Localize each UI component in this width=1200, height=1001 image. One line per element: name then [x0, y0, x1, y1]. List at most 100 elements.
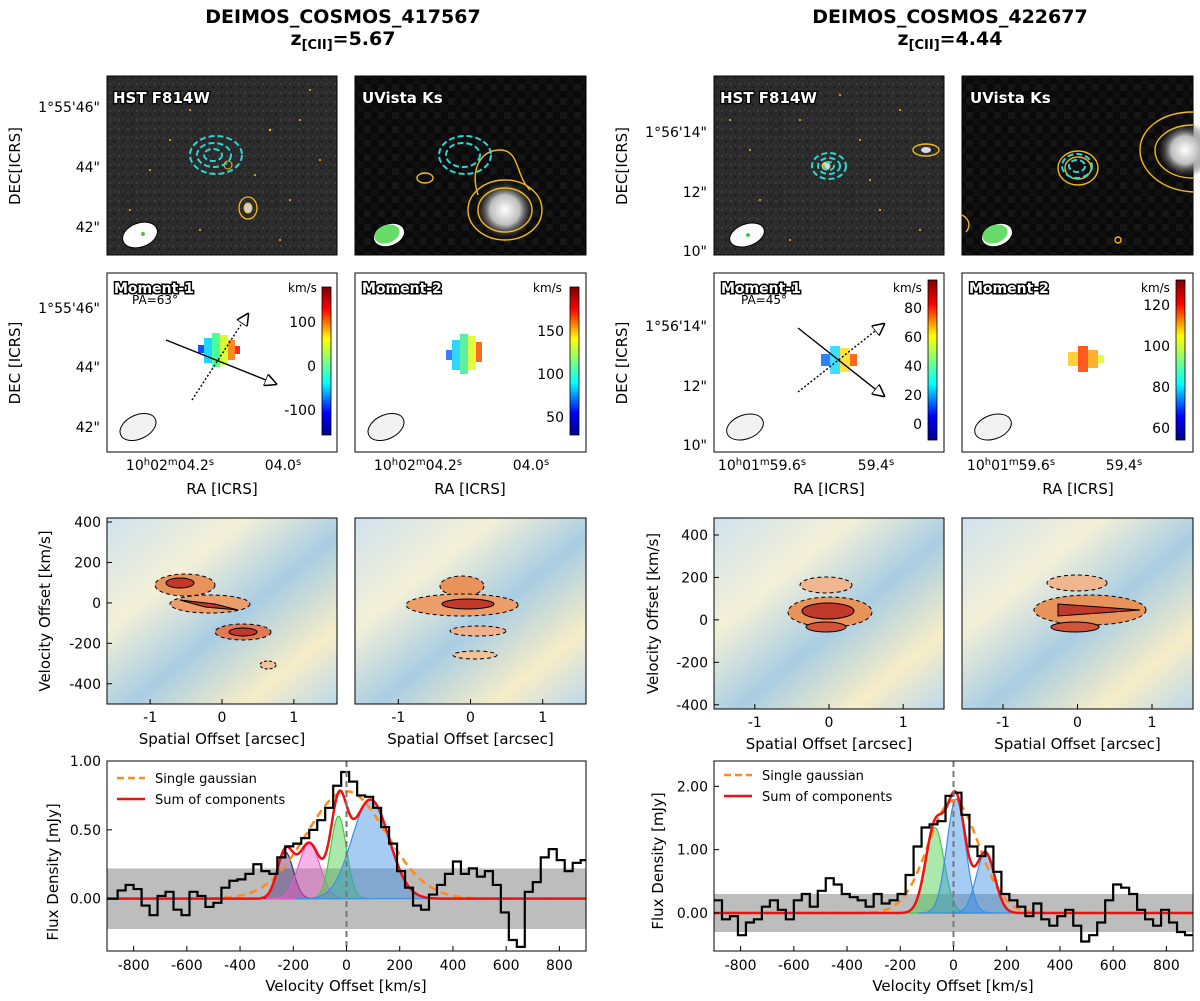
obj2-moment1-label: Moment-1: [721, 281, 801, 297]
obj2-moment2-colorbar: [1175, 279, 1186, 441]
obj1-moment1-unit: km/s: [288, 281, 317, 295]
obj1-spec-xtick-4: 0: [342, 958, 351, 974]
obj1-spec-ytick-1: 0.50: [70, 823, 101, 839]
obj2-mom1-xtick-second: 59.4s: [858, 457, 894, 474]
obj1-moment2-cbar-tick-0: 150: [537, 324, 564, 340]
obj1-moment2-colorbar: [569, 286, 580, 436]
obj2-uvista-panel: UVista Ks: [961, 75, 1200, 256]
obj1-moment1-beam: [119, 412, 157, 442]
obj1-pv-left-xtick-0: -1: [143, 710, 157, 726]
obj1-legend-sum: Sum of components: [155, 793, 285, 808]
obj1-spec-xtick-5: 200: [386, 958, 413, 974]
obj1-pv-right-xlabel: Spatial Offset [arcsec]: [387, 730, 554, 748]
obj2-uvista-label: UVista Ks: [970, 89, 1051, 107]
obj1-moment1-cbar-tick-1: 0: [307, 359, 316, 375]
obj2-moment2-cbar-tick-2: 80: [1152, 380, 1170, 396]
obj2-moment1-cbar-tick-4: 0: [913, 417, 922, 433]
obj1-moment-axes: DEC [ICRS] 1°55'46" 44" 42" 10h02m04.2s …: [6, 301, 549, 498]
obj2-spec-xtick-0: -800: [725, 958, 757, 974]
obj2-mom2-xlabel: RA [ICRS]: [1042, 480, 1113, 498]
obj1-mom1-xtick-second: 04.0s: [265, 457, 301, 474]
obj2-moment-ytick-2: 10": [683, 438, 707, 454]
obj1-mom2-xtick-main: 10h02m04.2s: [374, 457, 462, 474]
obj1-spectrum-line: [107, 770, 586, 948]
obj2-spec-xtick-4: 0: [949, 958, 958, 974]
obj1-image-ytick-0: 1°55'46": [38, 100, 100, 116]
obj1-spectrum-xlabel: Velocity Offset [km/s]: [265, 977, 426, 995]
obj1-moment1-pa: PA=63°: [132, 293, 178, 307]
obj1-pv-left-xtick-2: 1: [289, 710, 298, 726]
obj1-hst-panel: HST F814W: [106, 75, 338, 256]
obj2-hst-sources: [729, 94, 921, 241]
obj2-moment2-map: [1068, 346, 1104, 372]
obj2-pv-left-xtick-2: 1: [899, 715, 908, 731]
obj2-image-ytick-1: 12": [683, 185, 707, 201]
obj1-image-yaxis: DEC[ICRS] 1°55'46" 44" 42": [6, 100, 100, 236]
obj1-pv-right-emission: [405, 575, 519, 660]
obj2-hst-panel: HST F814W: [713, 75, 945, 256]
obj2-spectrum-ylabel: Flux Density [mJy]: [649, 792, 667, 929]
obj1-image-ylabel: DEC[ICRS]: [6, 127, 24, 205]
obj1-moment1-colorbar: [321, 286, 332, 436]
title-obj1-redshift: z[CII]=5.67: [291, 28, 396, 53]
obj2-pv-left-xlabel: Spatial Offset [arcsec]: [746, 735, 913, 753]
obj2-moment-ytick-0: 1°56'14": [645, 319, 707, 335]
obj2-moment2-unit: km/s: [1141, 281, 1170, 295]
obj2-moment1-cbar-tick-3: 20: [904, 388, 922, 404]
obj1-mom1-xlabel: RA [ICRS]: [186, 480, 257, 498]
obj2-spec-ytick-0: 2.00: [677, 779, 708, 795]
obj1-pv-right: [354, 517, 587, 705]
obj1-pv-right-xtick-2: 1: [538, 710, 547, 726]
obj2-moment1-colorbar: [927, 279, 938, 441]
obj2-moment-axes: DEC [ICRS] 1°56'14" 12" 10" 10h01m59.6s …: [613, 319, 1142, 498]
obj2-uvista-contours: [961, 111, 1194, 244]
title-obj2-redshift: z[CII]=4.44: [898, 28, 1003, 53]
obj2-image-yaxis: DEC[ICRS] 1°56'14" 12" 10": [613, 125, 707, 260]
obj2-pv-right-xtick-1: 0: [1073, 715, 1082, 731]
obj1-moment2-map: [446, 334, 482, 374]
obj1-spec-xtick-0: -800: [118, 958, 150, 974]
obj1-spec-xtick-3: -200: [277, 958, 309, 974]
title-obj1: DEIMOS_COSMOS_417567 z[CII]=5.67: [205, 6, 480, 53]
obj2-image-ytick-2: 10": [683, 244, 707, 260]
obj2-component-1: [918, 798, 995, 914]
obj1-moment1-cbar-tick-2: -100: [284, 403, 316, 419]
obj1-uvista-cii-contours: [438, 135, 492, 175]
obj2-moment1-beam: [726, 413, 764, 441]
obj2-moment1-panel: Moment-1 PA=45° km/s 80 60 40 20 0: [713, 272, 945, 453]
obj1-moment2-cbar-tick-2: 50: [546, 410, 564, 426]
obj2-pv-ytick-3: -200: [676, 655, 708, 671]
obj1-pv-ytick-1: 200: [74, 555, 101, 571]
obj1-spec-ytick-0: 1.00: [70, 754, 101, 770]
obj2-moment2-cbar-tick-1: 100: [1143, 339, 1170, 355]
obj2-pv-left: [713, 517, 945, 710]
obj1-moment-ytick-0: 1°55'46": [38, 301, 100, 317]
obj1-uvista-label: UVista Ks: [362, 89, 443, 107]
obj2-pv-right-xtick-0: -1: [996, 715, 1010, 731]
obj2-pv-ytick-2: 0: [699, 613, 708, 629]
obj1-pv-left-xtick-1: 0: [218, 710, 227, 726]
obj1-pv-diagrams: -1 0 1 Spatial Offset [arcsec] 400 200 0 -200 -4…: [36, 515, 587, 748]
obj1-pv-ytick-3: -200: [69, 636, 101, 652]
obj1-spec-xtick-7: 600: [493, 958, 520, 974]
obj2-spec-xtick-3: -200: [884, 958, 916, 974]
obj1-mom2-xlabel: RA [ICRS]: [434, 480, 505, 498]
obj2-pv-left-xtick-0: -1: [748, 715, 762, 731]
obj1-spec-ytick-2: 0.00: [70, 892, 101, 908]
obj2-spec-xtick-7: 600: [1100, 958, 1127, 974]
obj2-pv-right-xlabel: Spatial Offset [arcsec]: [994, 735, 1161, 753]
obj1-uvista-contours: [416, 149, 543, 241]
obj2-moment1-cbar-tick-1: 60: [904, 330, 922, 346]
obj1-hst-label: HST F814W: [113, 89, 210, 107]
obj1-moment-ytick-1: 44": [76, 360, 100, 376]
obj2-spec-xtick-8: 800: [1153, 958, 1180, 974]
obj1-legend-single: Single gaussian: [155, 772, 257, 787]
obj2-image-ylabel: DEC[ICRS]: [613, 127, 631, 205]
obj1-moment2-cbar-tick-1: 100: [537, 367, 564, 383]
obj2-legend-sum: Sum of components: [762, 790, 892, 805]
obj1-spec-xtick-6: 400: [440, 958, 467, 974]
obj2-spec-xtick-6: 400: [1047, 958, 1074, 974]
obj2-uvista-cii-contours: [1061, 153, 1093, 179]
obj1-pv-right-xtick-1: 0: [466, 710, 475, 726]
obj1-moment-ytick-2: 42": [76, 420, 100, 436]
